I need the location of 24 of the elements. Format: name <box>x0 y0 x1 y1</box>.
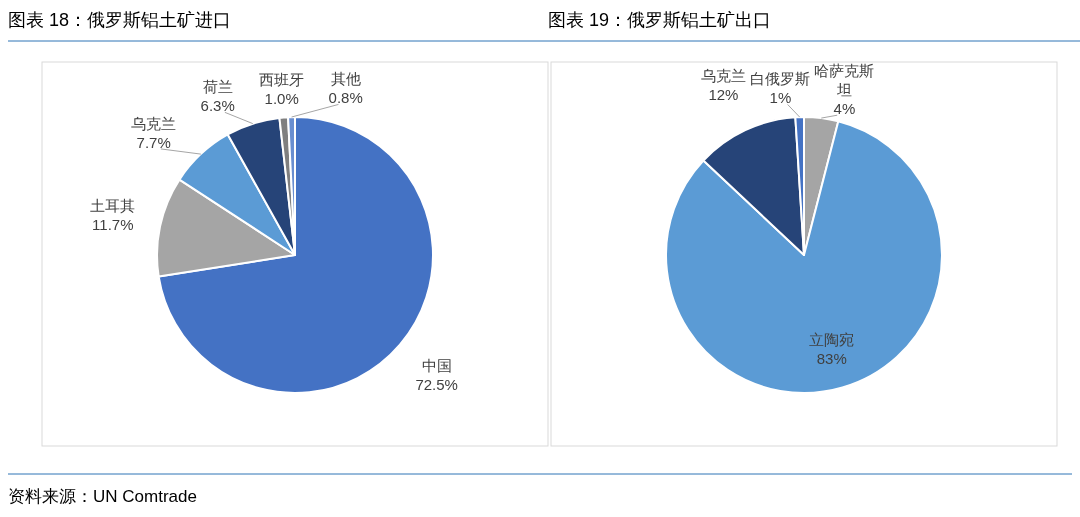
data-label: 1.0% <box>264 89 299 107</box>
slice-label: 土耳其 <box>90 197 136 215</box>
data-label: 4% <box>833 100 856 118</box>
slice-label: 哈萨克斯坦 <box>814 62 875 99</box>
chart-title: 图表 18：俄罗斯铝土矿进口 <box>8 10 232 30</box>
pie-slice <box>665 120 943 394</box>
data-label: 7.7% <box>136 133 171 151</box>
text: 资料来源：UN Comtrade <box>8 487 197 506</box>
data-label: 6.3% <box>200 97 235 115</box>
slice-label: 立陶宛 <box>809 331 855 349</box>
data-label: 0.8% <box>328 89 363 107</box>
chart-title: 图表 19：俄罗斯铝土矿出口 <box>548 10 772 30</box>
slice-label: 西班牙 <box>259 70 305 88</box>
slice-label: 乌克兰 <box>700 67 746 85</box>
slice-label: 中国 <box>421 356 452 374</box>
slice-label: 乌克兰 <box>131 114 177 132</box>
slice-label: 其他 <box>330 70 361 88</box>
data-label: 11.7% <box>92 216 134 234</box>
data-label: 83% <box>816 350 847 368</box>
slice-label: 白俄罗斯 <box>750 70 811 88</box>
slice-label: 荷兰 <box>202 78 233 96</box>
data-label: 1% <box>769 89 792 107</box>
data-label: 72.5% <box>415 375 458 393</box>
data-label: 12% <box>708 86 739 104</box>
